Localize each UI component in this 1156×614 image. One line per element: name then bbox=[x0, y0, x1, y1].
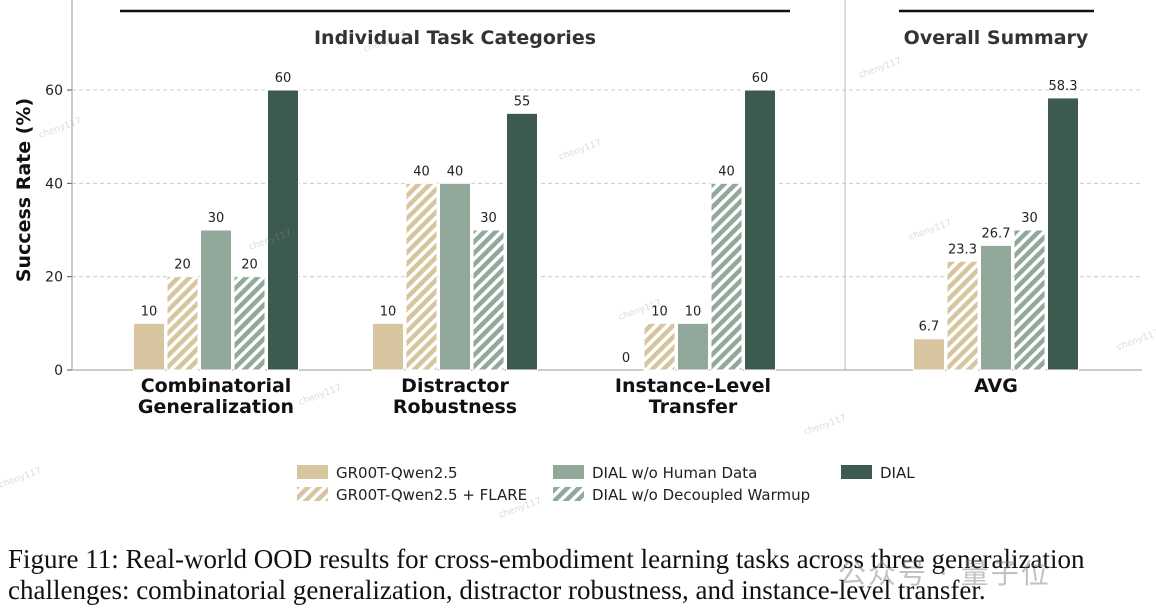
bar-value-label: 10 bbox=[685, 304, 702, 319]
bar bbox=[439, 182, 471, 371]
bar-value-label: 60 bbox=[275, 71, 292, 86]
group-label: AVG bbox=[974, 375, 1018, 397]
legend-swatch bbox=[297, 487, 328, 501]
bar-value-label: 23.3 bbox=[948, 242, 977, 257]
legend-label: GR00T-Qwen2.5 bbox=[336, 464, 458, 482]
legend-swatch bbox=[553, 487, 584, 501]
bar-value-label: 10 bbox=[141, 304, 158, 319]
y-tick-label: 60 bbox=[45, 83, 63, 99]
caption-line-2: challenges: combinatorial generalization… bbox=[8, 575, 986, 605]
caption-line-1: Figure 11: Real-world OOD results for cr… bbox=[8, 544, 1085, 574]
bar-value-label: 30 bbox=[1021, 211, 1038, 226]
bar bbox=[267, 89, 299, 371]
bar bbox=[946, 260, 979, 371]
bar bbox=[913, 338, 945, 371]
group-label: Generalization bbox=[138, 396, 294, 418]
bar bbox=[372, 322, 404, 371]
y-tick-label: 0 bbox=[54, 363, 63, 379]
bar-value-label: 6.7 bbox=[919, 320, 940, 335]
group-label: Robustness bbox=[393, 396, 517, 418]
bar bbox=[643, 322, 676, 371]
bar bbox=[744, 89, 776, 371]
bar-value-label: 26.7 bbox=[982, 226, 1011, 241]
bar-value-label: 30 bbox=[208, 211, 225, 226]
section-titles: Individual Task Categories Overall Summa… bbox=[120, 9, 1094, 49]
watermark-text: cheny117 bbox=[858, 56, 903, 81]
bar bbox=[980, 244, 1012, 371]
bar bbox=[1013, 229, 1046, 371]
bar-value-label: 20 bbox=[174, 258, 191, 273]
bar-value-label: 30 bbox=[480, 211, 497, 226]
figure-caption: Figure 11: Real-world OOD results for cr… bbox=[8, 544, 1153, 606]
watermark-text: cheny117 bbox=[1116, 328, 1156, 353]
legend-swatch bbox=[841, 465, 872, 479]
legend-label: DIAL bbox=[880, 464, 915, 482]
y-tick-label: 20 bbox=[45, 270, 63, 286]
bar bbox=[1047, 97, 1079, 371]
group-label: Instance-Level bbox=[615, 375, 771, 397]
bar-value-label: 0 bbox=[622, 351, 630, 366]
section-title-overall: Overall Summary bbox=[904, 27, 1089, 49]
y-axis-label: Success Rate (%) bbox=[13, 98, 35, 282]
bar-value-label: 20 bbox=[241, 258, 258, 273]
bar bbox=[710, 182, 743, 371]
group-label: Combinatorial bbox=[141, 375, 292, 397]
watermark-text: cheny117 bbox=[0, 466, 43, 491]
watermark-text: cheny117 bbox=[558, 138, 603, 163]
group-label: Distractor bbox=[401, 375, 509, 397]
legend-label: DIAL w/o Decoupled Warmup bbox=[592, 486, 810, 504]
watermark-text: cheny117 bbox=[908, 218, 953, 243]
watermark-text: cheny117 bbox=[298, 383, 343, 408]
legend: GR00T-Qwen2.5 GR00T-Qwen2.5 + FLARE DIAL w… bbox=[297, 464, 915, 504]
legend-label: DIAL w/o Human Data bbox=[592, 464, 757, 482]
ood-bar-chart: 0 20 40 60 Individual Task Categories Overa… bbox=[0, 0, 1156, 521]
caption-watermark: 公众号 · 量子位 bbox=[838, 557, 1051, 590]
bar-value-label: 40 bbox=[718, 164, 735, 179]
bar-value-label: 55 bbox=[514, 94, 531, 109]
bar bbox=[677, 322, 709, 371]
bar-value-label: 10 bbox=[651, 304, 668, 319]
watermark-text: cheny117 bbox=[38, 116, 83, 141]
bar-value-label: 10 bbox=[380, 304, 397, 319]
bar-value-label: 60 bbox=[752, 71, 769, 86]
bars bbox=[133, 89, 1079, 371]
legend-swatch bbox=[553, 465, 584, 479]
bar bbox=[472, 229, 505, 371]
watermark-text: cheny117 bbox=[803, 413, 848, 438]
value-labels: 10 20 30 20 60 10 40 40 30 55 0 10 10 40 60 6.7 23.3 26.7… bbox=[141, 71, 1078, 366]
bar-value-label: 40 bbox=[447, 164, 464, 179]
bar bbox=[405, 182, 438, 371]
bar bbox=[200, 229, 232, 371]
bar bbox=[166, 276, 199, 371]
bar bbox=[233, 276, 266, 371]
bar-value-label: 58.3 bbox=[1049, 79, 1078, 94]
group-label: Transfer bbox=[649, 396, 738, 418]
bar bbox=[506, 112, 538, 371]
bar bbox=[133, 322, 165, 371]
section-title-individual: Individual Task Categories bbox=[314, 27, 596, 49]
bar-value-label: 40 bbox=[413, 164, 430, 179]
legend-label: GR00T-Qwen2.5 + FLARE bbox=[336, 486, 527, 504]
y-tick-label: 40 bbox=[45, 176, 63, 192]
legend-swatch bbox=[297, 465, 328, 479]
